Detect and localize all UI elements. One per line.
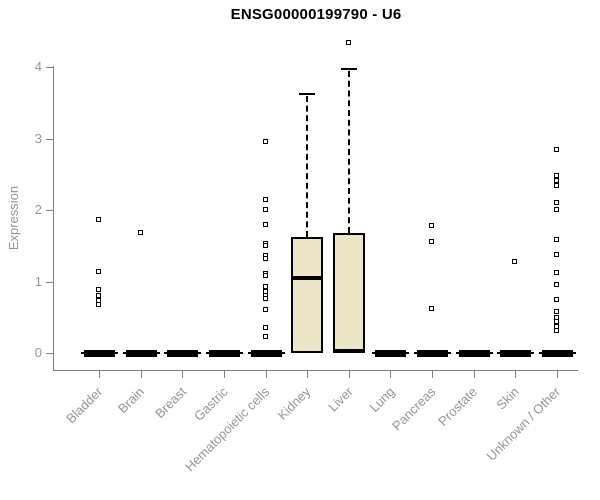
x-tick [348,371,350,378]
outlier-point [262,139,268,145]
y-tick [46,67,53,68]
outlier-point [262,196,268,202]
x-tick [182,371,184,378]
outlier-point [262,324,268,330]
outlier-point [262,207,268,212]
outlier-point [512,259,518,265]
x-tick [99,371,100,378]
outlier-point [554,177,559,183]
whisker-cap [299,93,316,96]
x-tick [265,371,267,378]
outlier-point [345,40,351,46]
outlier-point [262,273,268,279]
zero-box [250,350,282,357]
outlier-point [554,282,559,288]
y-tick-label: 3 [34,130,42,146]
outlier-point [554,146,559,152]
outlier-point [96,269,101,275]
outlier-point [429,239,435,245]
outlier-point [96,292,101,298]
y-axis-line [53,66,54,371]
outlier-point [554,327,559,333]
x-tick [557,371,558,378]
outlier-point [262,334,268,340]
whisker-line [306,96,309,238]
outlier-point [554,207,559,212]
x-tick [473,371,475,378]
outlier-point [554,199,559,205]
outlier-point [554,237,559,243]
outlier-point [554,319,559,325]
zero-box [500,350,532,357]
y-tick-label: 2 [34,202,42,217]
y-tick [46,353,53,354]
zero-box [84,350,115,357]
outlier-point [554,252,559,258]
y-tick [46,281,53,283]
y-tick [46,210,53,211]
outlier-point [262,222,268,227]
zero-box [375,350,407,357]
zero-box [458,350,490,357]
outlier-point [96,287,101,293]
x-tick [223,371,225,378]
x-tick [390,371,392,378]
outlier-point [96,302,101,308]
zero-box [125,350,157,357]
outlier-point [554,308,559,314]
x-tick-label: Unknown / Other [405,383,564,464]
zero-box [417,350,449,357]
x-tick [515,371,517,378]
outlier-point [262,307,268,313]
x-tick [432,371,434,378]
outlier-point [554,182,559,188]
outlier-point [429,222,435,228]
chart-title: ENSG00000199790 - U6 [230,6,402,23]
median-line [291,275,324,280]
x-tick [140,371,142,378]
whisker-line [347,71,350,233]
x-axis-line [53,370,578,371]
outlier-point [554,269,559,275]
outlier-point [137,229,143,235]
whisker-cap [340,68,357,71]
x-tick-label-text: Unknown / Other [484,384,564,464]
zero-box [208,350,240,357]
outlier-point [262,256,268,262]
y-tick [46,138,53,140]
outlier-point [262,296,268,302]
zero-box [542,350,573,357]
zero-box [167,350,199,357]
outlier-point [429,305,435,311]
outlier-point [96,217,101,222]
box [332,232,365,353]
box [291,237,324,353]
median-line [332,348,365,353]
outlier-point [262,243,268,249]
x-tick [307,371,309,378]
y-tick-label: 1 [34,273,42,289]
y-tick-label: 4 [34,59,42,74]
outlier-point [554,297,559,303]
y-tick-label: 0 [34,345,42,360]
